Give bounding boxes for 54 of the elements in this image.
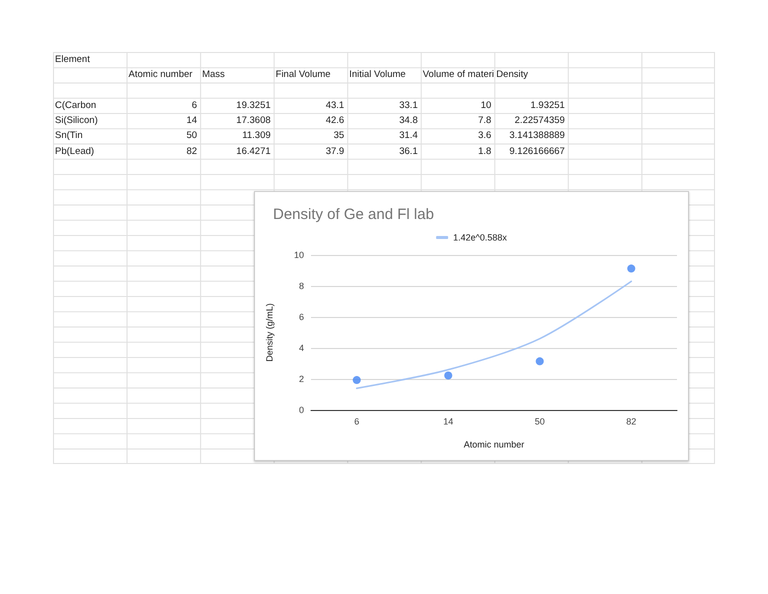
text: 35 xyxy=(334,130,344,142)
text: 7.8 xyxy=(478,115,492,126)
text: 2.22574359 xyxy=(514,115,565,126)
chart-title: Density of Ge and Fl lab xyxy=(273,206,434,223)
text: 36.1 xyxy=(399,146,418,157)
text: 11.309 xyxy=(242,130,271,142)
legend-label: 1.42e^0.588x xyxy=(453,232,508,242)
text: 19.3251 xyxy=(236,100,271,111)
x-tick-label: 82 xyxy=(626,416,636,426)
y-tick-label: 2 xyxy=(298,374,304,384)
category-label: Volume of materi xyxy=(422,69,494,80)
text: 33.1 xyxy=(399,100,418,111)
y-tick-label: 0 xyxy=(298,405,304,415)
category-label: Atomic number xyxy=(128,69,192,80)
text: 3.6 xyxy=(478,130,492,142)
category-label: Element xyxy=(55,54,90,65)
text: 37.9 xyxy=(326,146,344,157)
text: 42.6 xyxy=(326,115,344,126)
x-axis-title: Atomic number xyxy=(464,440,524,450)
text: 1.8 xyxy=(478,146,492,157)
point xyxy=(536,357,544,366)
category-label: Sn(Tin xyxy=(55,130,83,142)
y-tick-label: 10 xyxy=(294,250,304,260)
y-axis-title: Density (g/mL) xyxy=(264,303,274,362)
y-tick-label: 4 xyxy=(298,343,304,353)
text: 10 xyxy=(480,100,492,111)
text: 82 xyxy=(186,146,198,157)
line-series xyxy=(356,280,632,390)
text: 43.1 xyxy=(326,100,344,111)
text: 17.3608 xyxy=(236,115,271,126)
x-tick-label: 50 xyxy=(534,416,545,426)
text: 9.126166667 xyxy=(509,146,565,157)
category-label: Si(Silicon) xyxy=(55,115,98,126)
point xyxy=(352,376,361,384)
y-tick-label: 8 xyxy=(298,281,304,291)
text: 50 xyxy=(186,130,198,142)
x-tick-label: 6 xyxy=(354,416,360,426)
text: 3.141388889 xyxy=(509,130,565,142)
point xyxy=(444,372,452,380)
category-label: Initial Volume xyxy=(349,69,406,80)
text: 34.8 xyxy=(399,115,418,126)
y-tick-label: 6 xyxy=(298,312,304,322)
category-label: Pb(Lead) xyxy=(55,146,94,157)
category-label: Mass xyxy=(202,69,225,80)
x-tick-label: 14 xyxy=(443,416,454,426)
category-label: Final Volume xyxy=(276,69,331,80)
category-label: C(Carbon xyxy=(55,100,96,111)
text: 6 xyxy=(192,100,198,111)
text: 1.93251 xyxy=(530,100,565,111)
text: 16.4271 xyxy=(236,146,271,157)
text: 14 xyxy=(186,115,198,126)
point xyxy=(627,264,636,273)
text: 31.4 xyxy=(399,130,418,142)
category-label: Density xyxy=(496,69,528,80)
